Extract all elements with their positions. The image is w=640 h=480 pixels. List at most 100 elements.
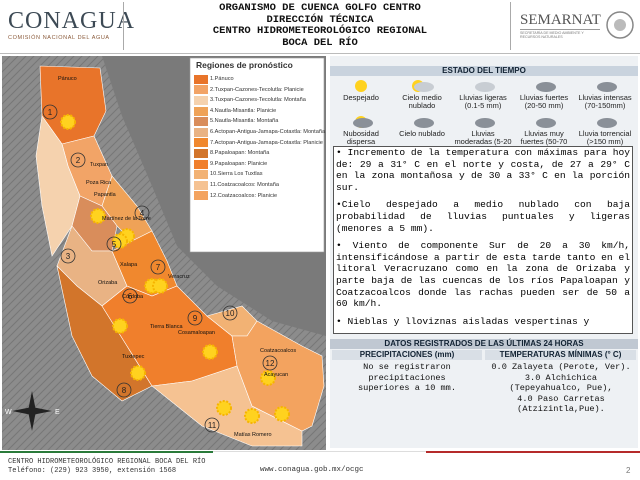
legend-label: 2.Tuxpan-Cazones-Tecolutla: Planicie	[210, 86, 304, 93]
sun-icon	[130, 365, 146, 381]
legend-swatch	[194, 127, 208, 137]
icon-graphic	[536, 118, 556, 128]
cloud	[536, 82, 556, 92]
icon-label: Despejado	[343, 93, 379, 102]
sun-icon	[152, 278, 168, 294]
legend-swatch	[194, 170, 208, 180]
icon-graphic	[475, 118, 495, 128]
legend-label: 4.Nautla-Misantla: Planicie	[210, 107, 277, 114]
cloud	[597, 118, 617, 128]
region-number: 3	[66, 252, 71, 261]
city-label: Coatzacoalcos	[260, 348, 296, 354]
title-line: DIRECCIÓN TÉCNICA	[266, 13, 374, 26]
region-number-circle	[204, 417, 220, 433]
region-number-circle	[70, 152, 86, 168]
region-number: 6	[128, 292, 133, 301]
section-title: ESTADO DEL TIEMPO	[330, 66, 638, 76]
footer-left: CENTRO HIDROMETEOROLÓGICO REGIONAL BOCA …	[8, 458, 205, 476]
svg-text:W: W	[5, 409, 12, 416]
footer-url: www.conagua.gob.mx/ocgc	[260, 466, 364, 474]
city-label: Poza Rica	[86, 180, 112, 186]
temperature-item: 0.0 Zalayeta (Perote, Ver).	[491, 362, 631, 372]
region-number-circle	[262, 355, 278, 371]
city-label: Martínez de la Torre	[102, 216, 151, 222]
weather-icon: Lluvias ligeras (0.1-5 mm)	[453, 78, 513, 110]
icon-graphic	[475, 82, 495, 92]
region-number: 8	[122, 386, 127, 395]
icon-graphic	[536, 82, 556, 92]
title-line: BOCA DEL RÍO	[282, 36, 358, 49]
weather-icon: Cielo medio nublado	[392, 78, 452, 110]
city-label: Tuxpan	[90, 162, 108, 168]
section-title: DATOS REGISTRADOS DE LAS ÚLTIMAS 24 HORA…	[330, 339, 638, 349]
legend-label: 5.Nautla-Misantla: Montaña	[210, 118, 279, 125]
region-number: 11	[208, 421, 217, 430]
logo-sub: SECRETARÍA DE MEDIO AMBIENTE Y RECURSOS …	[520, 29, 600, 39]
icon-graphic	[597, 82, 617, 92]
weather-icon: Lluvias fuertes (20-50 mm)	[514, 78, 574, 110]
region-number-circle	[60, 248, 76, 264]
rule	[0, 53, 640, 54]
legend-item: 10.Sierra Los Tuxtlas	[194, 169, 325, 180]
legend-swatch	[194, 180, 208, 190]
forecast-paragraph: • Viento de componente Sur de 20 a 30 km…	[336, 240, 630, 310]
legend-swatch	[194, 95, 208, 105]
logo-text: CONAGUA	[8, 8, 135, 34]
icon-graphic	[353, 116, 373, 128]
legend-title: Regiones de pronóstico	[196, 60, 293, 70]
legend-label: 9.Papaloapan: Planicie	[210, 160, 268, 167]
cloud	[597, 82, 617, 92]
weather-icon: Lluvia torrencial (>150 mm)	[575, 114, 635, 146]
forecast-paragraph: • Nieblas y lloviznas aisladas vespertin…	[336, 315, 590, 327]
forecast-paragraph: •Cielo despejado a medio nublado con baj…	[336, 199, 630, 234]
city-label: Pánuco	[58, 76, 77, 82]
sun-icon	[244, 408, 260, 424]
icon-label: Lluvia torrencial (>150 mm)	[578, 129, 632, 146]
legend-swatch	[194, 117, 208, 127]
header-title: ORGANISMO DE CUENCA GOLFO CENTRO DIRECCIÓ…	[150, 2, 490, 49]
legend-item: 2.Tuxpan-Cazones-Tecolutla: Planicie	[194, 85, 325, 96]
region-number-circle	[122, 288, 138, 304]
legend-item: 11.Coatzacoalcos: Montaña	[194, 180, 325, 191]
city-label: Cosamaloapan	[178, 330, 215, 336]
region-number-circle	[222, 305, 238, 321]
sun-icon	[260, 370, 276, 386]
legend-swatch	[194, 159, 208, 169]
cloud	[475, 82, 495, 92]
sun-icon	[112, 318, 128, 334]
region-number: 2	[76, 156, 81, 165]
title-line: ORGANISMO DE CUENCA GOLFO CENTRO	[219, 2, 421, 14]
legend-label: 8.Papaloapan: Montaña	[210, 150, 270, 157]
city-label: Tuxtepec	[122, 354, 145, 360]
legend-label: 6.Actopan-Antigua-Jamapa-Cotaxtla: Monta…	[210, 128, 326, 135]
cloud	[353, 118, 373, 128]
legend-swatch	[194, 148, 208, 158]
legend-item: 3.Tuxpan-Cazones-Tecolutla: Montaña	[194, 95, 325, 106]
region	[231, 320, 325, 432]
title-line: CENTRO HIDROMETEOROLÓGICO REGIONAL	[212, 25, 428, 37]
city-label: Papantla	[94, 192, 117, 198]
legend: 1.Pánuco 2.Tuxpan-Cazones-Tecolutla: Plan…	[194, 74, 325, 201]
weather-icon: Nubosidad dispersa	[331, 114, 391, 146]
sun-icon	[216, 400, 232, 416]
sun-icon	[202, 344, 218, 360]
weather-icons: Despejado Cielo medio nublado Lluvias lige…	[330, 78, 638, 154]
legend-item: 8.Papaloapan: Montaña	[194, 148, 325, 159]
logo-sub: COMISIÓN NACIONAL DEL AGUA	[8, 35, 110, 41]
weather-icon: Cielo nublado	[392, 114, 452, 138]
forecast: • Incremento de la temperatura con máxim…	[333, 146, 633, 334]
legend-swatch	[194, 138, 208, 148]
legend-item: 4.Nautla-Misantla: Planicie	[194, 106, 325, 117]
weather-icon: Despejado	[331, 78, 391, 102]
region-number: 7	[156, 263, 161, 272]
legend-item: 5.Nautla-Misantla: Montaña	[194, 116, 325, 127]
cloud	[414, 82, 434, 92]
column-header: PRECIPITACIONES (mm)	[332, 350, 482, 360]
icon-label: Lluvias fuertes (20-50 mm)	[519, 93, 569, 110]
cloud	[475, 118, 495, 128]
region-number-circle	[150, 259, 166, 275]
legend-label: 1.Pánuco	[210, 76, 234, 82]
emblem	[606, 11, 634, 39]
icon-graphic	[412, 80, 434, 92]
